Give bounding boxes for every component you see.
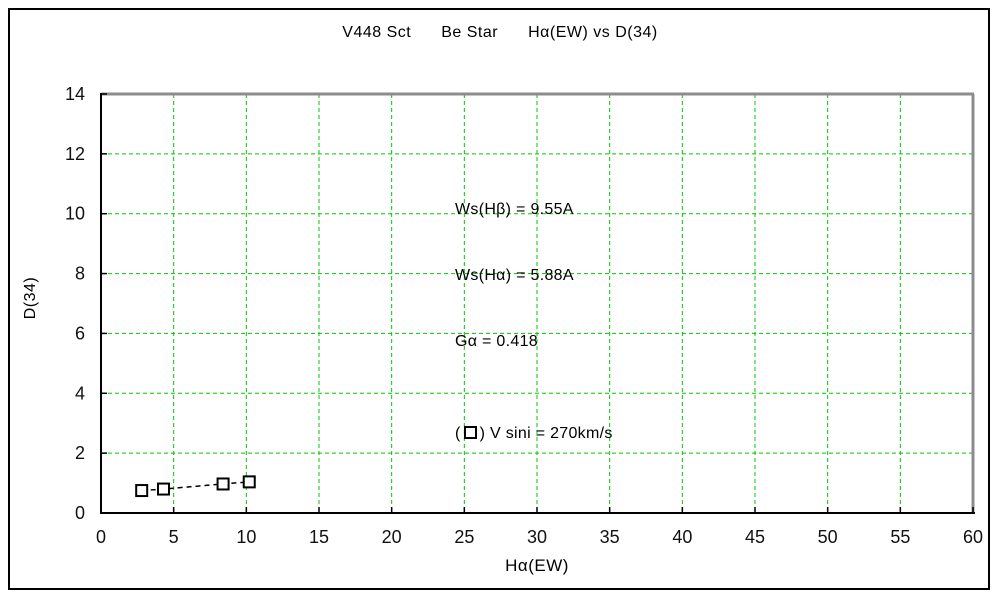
y-tick-label: 6 (75, 323, 85, 343)
y-tick-label: 0 (75, 503, 85, 523)
x-tick-label: 55 (890, 527, 910, 547)
data-point-marker (135, 484, 149, 498)
y-tick-label: 2 (75, 443, 85, 463)
y-axis-label: D(34) (22, 276, 39, 320)
chart-title-type: Be Star (441, 24, 499, 41)
data-line (141, 481, 250, 492)
x-tick-label: 15 (309, 527, 329, 547)
annotation-block: Ws(Hβ) = 9.55A Ws(Hα) = 5.88A Gα = 0.418… (455, 155, 613, 467)
x-tick-label: 20 (382, 527, 402, 547)
x-tick-label: 0 (96, 527, 106, 547)
x-tick-label: 35 (600, 527, 620, 547)
chart-title-object: V448 Sct (342, 24, 412, 41)
data-point-marker (242, 475, 256, 489)
y-tick-label: 12 (65, 144, 85, 164)
legend-suffix: ) (479, 425, 486, 442)
legend-entry: () V sini = 270km/s (455, 423, 613, 445)
x-tick-label: 25 (454, 527, 474, 547)
legend-prefix: ( (455, 425, 461, 442)
y-tick-label: 10 (65, 204, 85, 224)
annotation-ws-halpha: Ws(Hα) = 5.88A (455, 267, 574, 284)
x-tick-label: 45 (745, 527, 765, 547)
x-tick-label: 50 (818, 527, 838, 547)
x-tick-label: 60 (963, 527, 983, 547)
x-tick-label: 30 (527, 527, 547, 547)
chart-title-relation: Hα(EW) vs D(34) (528, 24, 658, 41)
y-tick-label: 14 (65, 84, 85, 104)
chart-title: V448 Sct Be Star Hα(EW) vs D(34) (0, 24, 1000, 42)
data-point-marker (216, 477, 230, 491)
chart-border (8, 8, 990, 590)
y-tick-label: 4 (75, 383, 85, 403)
open-square-marker-icon (463, 426, 477, 439)
annotation-ws-hbeta: Ws(Hβ) = 9.55A (455, 201, 574, 218)
x-axis-label: Hα(EW) (505, 556, 569, 575)
x-tick-label: 10 (236, 527, 256, 547)
data-point-marker (156, 482, 170, 496)
x-tick-label: 40 (672, 527, 692, 547)
legend-label: V sini = 270km/s (485, 425, 613, 442)
y-tick-label: 8 (75, 264, 85, 284)
x-tick-label: 5 (169, 527, 179, 547)
annotation-g-alpha: Gα = 0.418 (455, 333, 538, 350)
